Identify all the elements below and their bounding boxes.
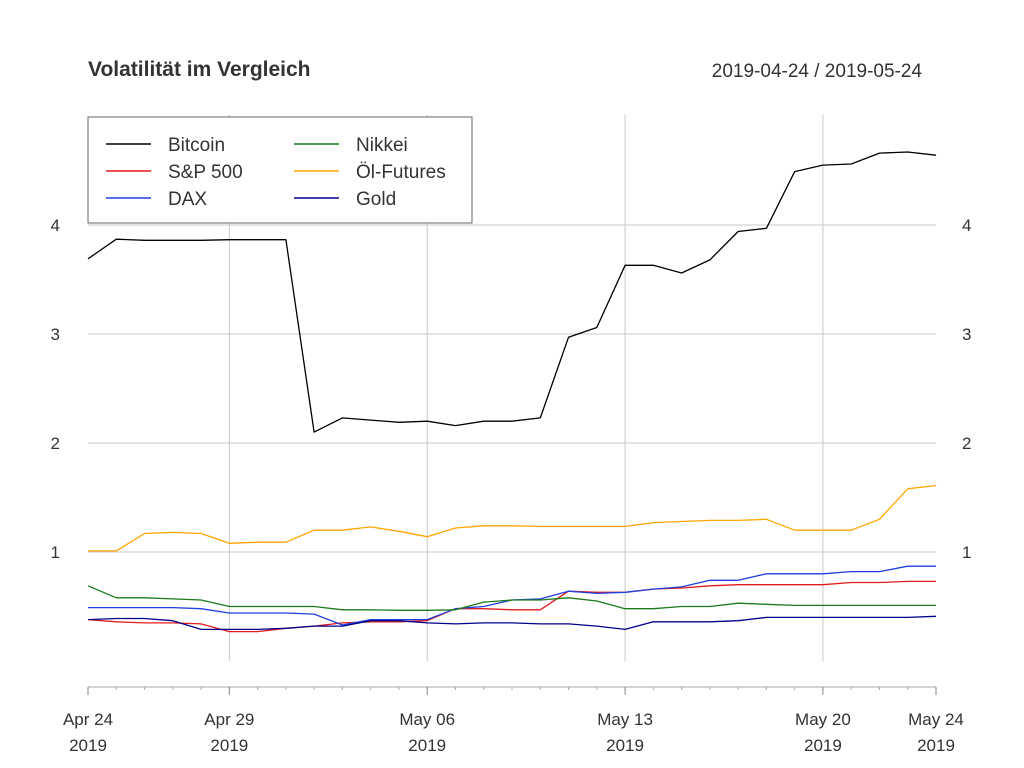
legend-box bbox=[87, 116, 473, 224]
series-line-bitcoin bbox=[87, 151, 937, 433]
x-tick-label: May 20 bbox=[795, 710, 851, 729]
series-line-s-p-500 bbox=[87, 580, 936, 633]
y-tick-label-left: 1 bbox=[51, 543, 60, 562]
legend-label-bitcoin: Bitcoin bbox=[168, 135, 225, 156]
x-tick-year-label: 2019 bbox=[606, 736, 644, 755]
x-tick-label: May 13 bbox=[597, 710, 653, 729]
y-axis-right: 1 2 3 4 bbox=[962, 216, 971, 562]
x-tick-year-label: 2019 bbox=[210, 736, 248, 755]
series-line-gold bbox=[87, 615, 937, 631]
y-tick-label-left: 4 bbox=[51, 216, 60, 235]
y-tick-label-right: 1 bbox=[962, 543, 971, 562]
y-tick-label-left: 2 bbox=[51, 434, 60, 453]
x-tick-year-label: 2019 bbox=[917, 736, 955, 755]
x-tick-year-label: 2019 bbox=[69, 736, 107, 755]
legend-label-nikkei: Nikkei bbox=[356, 135, 408, 156]
series-line-dax bbox=[88, 565, 936, 626]
y-axis-left: 1 2 3 4 bbox=[51, 216, 60, 562]
y-tick-label-right: 2 bbox=[962, 434, 971, 453]
y-tick-label-left: 3 bbox=[51, 325, 60, 344]
legend: Bitcoin S&P 500 DAX Nikkei Öl-Futures Gold bbox=[87, 116, 473, 224]
legend-label-l-futures: Öl-Futures bbox=[356, 162, 446, 183]
x-tick-year-label: 2019 bbox=[408, 736, 446, 755]
x-tick-label: May 06 bbox=[399, 710, 455, 729]
x-tick-label: Apr 29 bbox=[204, 710, 254, 729]
plot-lines bbox=[87, 151, 937, 633]
legend-label-dax: DAX bbox=[168, 189, 207, 210]
y-tick-label-right: 3 bbox=[962, 325, 971, 344]
date-range: 2019-04-24 / 2019-05-24 bbox=[712, 61, 923, 82]
series-line-l-futures bbox=[88, 484, 937, 552]
y-tick-label-right: 4 bbox=[962, 216, 971, 235]
x-tick-label: Apr 24 bbox=[63, 710, 113, 729]
series-line-nikkei bbox=[87, 585, 936, 611]
chart-title: Volatilität im Vergleich bbox=[88, 58, 311, 81]
x-tick-label: May 24 bbox=[908, 710, 964, 729]
x-axis: Apr 24 2019 Apr 29 2019 May 06 2019 May 13 2019… bbox=[63, 686, 964, 755]
legend-label-gold: Gold bbox=[356, 189, 396, 210]
legend-label-s-p-500: S&P 500 bbox=[168, 162, 243, 183]
x-tick-year-label: 2019 bbox=[804, 736, 842, 755]
